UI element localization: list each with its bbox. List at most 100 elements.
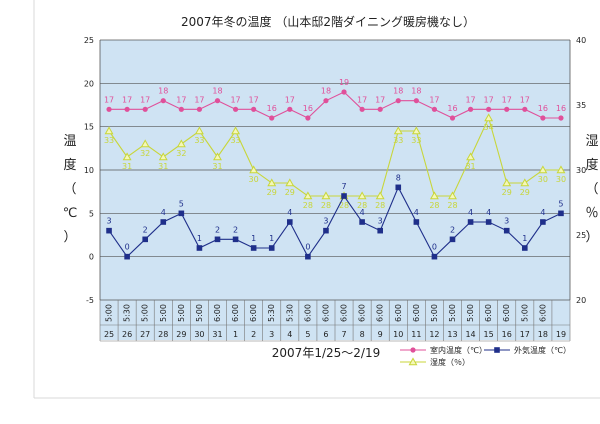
x-date-label: 17	[520, 330, 530, 339]
data-point	[214, 98, 221, 104]
data-point	[106, 227, 112, 234]
data-point	[449, 115, 456, 121]
data-label: 28	[447, 201, 457, 210]
x-time-label: 6:00	[231, 304, 240, 322]
data-label: 0	[305, 243, 310, 252]
right-axis: 40 35 30 25 20	[576, 36, 586, 305]
data-point	[158, 152, 168, 161]
data-label: 4	[414, 208, 419, 217]
data-point	[467, 106, 474, 112]
right-axis-char: ）	[585, 230, 598, 245]
data-point	[357, 191, 367, 200]
data-label: 16	[538, 104, 548, 113]
chart-title: 2007年冬の温度 （山本邸2階ダイニング暖房機なし）	[181, 14, 475, 29]
data-point	[359, 219, 365, 225]
data-point	[556, 165, 566, 174]
x-date-label: 16	[502, 330, 512, 339]
x-date-label: 5	[305, 330, 310, 339]
x-date-label: 29	[176, 330, 186, 339]
x-time-label: 6:00	[484, 304, 493, 322]
data-label: 4	[360, 208, 365, 217]
x-time-label: 5:00	[141, 304, 150, 322]
data-point	[176, 139, 186, 148]
data-label: 17	[502, 95, 512, 104]
x-axis-label: 2007年1/25～2/19	[272, 346, 380, 360]
left-axis-char: 度	[63, 157, 76, 173]
data-label: 33	[104, 136, 114, 145]
data-point	[142, 236, 148, 243]
data-label: 29	[502, 188, 512, 197]
data-label: 17	[520, 95, 530, 104]
data-point	[160, 219, 167, 225]
x-date-label: 31	[212, 330, 222, 339]
data-point	[232, 236, 239, 243]
data-label: 0	[125, 243, 130, 252]
data-point	[122, 152, 132, 161]
data-point	[232, 106, 239, 112]
data-label: 18	[212, 87, 222, 96]
data-label: 17	[357, 95, 367, 104]
data-point	[305, 115, 311, 121]
series-line	[109, 91, 561, 119]
data-point	[213, 152, 222, 161]
data-point	[142, 106, 148, 112]
x-time-label: 6:00	[303, 304, 312, 322]
data-label: 4	[540, 208, 545, 217]
data-label: 30	[556, 175, 566, 184]
humidity-series: 33 31 32 31 32 33 31 33 30 29 29 28 28 28 28 28 33 33 28 28…	[104, 113, 566, 210]
x-date-label: 25	[104, 330, 114, 339]
x-date-label: 30	[194, 330, 204, 339]
data-label: 18	[321, 87, 331, 96]
x-date-label: 14	[465, 330, 475, 339]
x-time-label: 6:00	[213, 304, 222, 322]
data-label: 8	[396, 173, 401, 182]
data-point	[196, 106, 203, 112]
data-point	[268, 245, 275, 251]
x-time-label: 5:00	[177, 304, 186, 322]
data-label: 33	[230, 136, 240, 145]
right-axis-char: 度	[585, 157, 598, 173]
data-point	[540, 115, 546, 121]
x-time-label: 6:00	[394, 304, 403, 322]
data-point	[429, 191, 439, 200]
data-label: 16	[556, 104, 566, 113]
data-point	[431, 253, 438, 260]
data-label: 4	[486, 208, 491, 217]
x-date-label: 19	[556, 330, 566, 339]
data-point	[485, 219, 492, 225]
data-label: 4	[161, 208, 166, 217]
x-time-label: 5:00	[466, 304, 475, 322]
data-label: 28	[339, 201, 349, 210]
x-time-label: 6:00	[502, 304, 511, 322]
data-label: 2	[450, 225, 455, 234]
left-tick-label: -5	[86, 296, 94, 305]
x-time-label: 5:00	[520, 304, 529, 322]
data-label: 29	[285, 188, 295, 197]
x-date-label: 8	[360, 330, 365, 339]
data-point	[214, 236, 221, 243]
data-label: 33	[393, 136, 403, 145]
data-label: 5	[179, 199, 184, 208]
data-point	[540, 219, 546, 225]
x-date-label: 6	[323, 330, 328, 339]
data-point	[341, 193, 347, 199]
data-label: 31	[465, 162, 475, 171]
data-label: 0	[432, 243, 437, 252]
data-label: 17	[249, 95, 259, 104]
data-point	[377, 227, 383, 234]
right-axis-char: （	[585, 182, 598, 197]
plot-area	[100, 40, 570, 340]
data-label: 28	[429, 201, 439, 210]
data-point	[558, 210, 564, 217]
data-label: 17	[176, 95, 186, 104]
data-label: 17	[194, 95, 204, 104]
x-date-label: 1	[233, 330, 238, 339]
data-label: 28	[321, 201, 331, 210]
x-date-label: 26	[122, 330, 132, 339]
data-label: 30	[538, 175, 548, 184]
data-point	[269, 115, 275, 121]
data-point	[393, 126, 403, 135]
data-point	[323, 227, 329, 234]
